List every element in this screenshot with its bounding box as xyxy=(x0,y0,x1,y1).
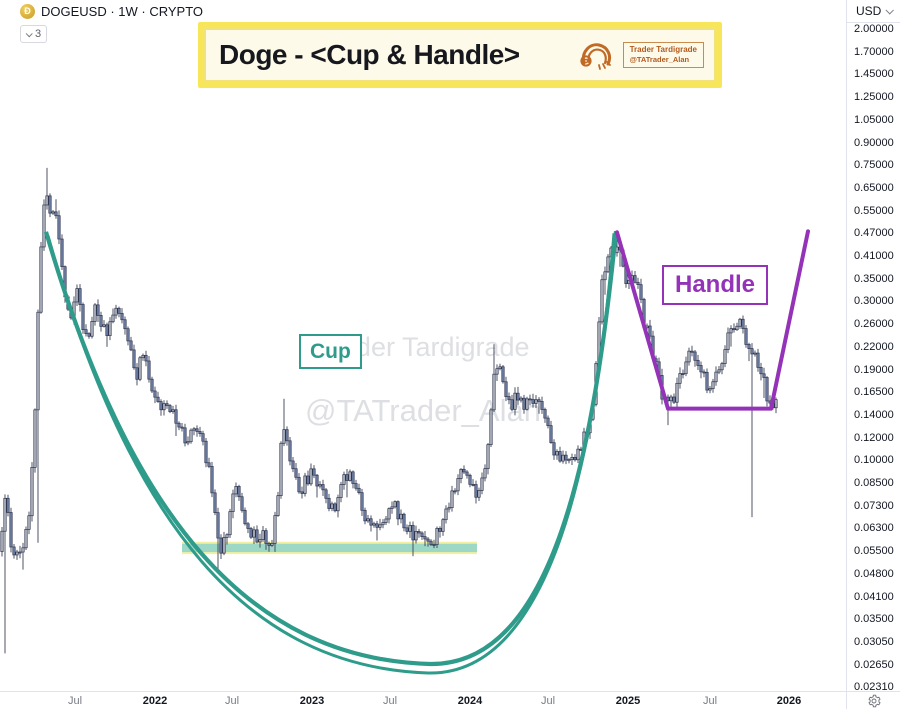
price-tick-label: 0.12000 xyxy=(854,431,894,444)
price-tick-label: 0.90000 xyxy=(854,136,894,149)
price-tick-label: 1.25000 xyxy=(854,91,894,104)
time-tick-label: 2023 xyxy=(299,695,325,707)
object-tree-collapse-button[interactable]: 3 xyxy=(20,25,48,43)
time-tick-label: Jul xyxy=(702,695,718,707)
banner-title: Doge - <Cup & Handle> xyxy=(219,39,520,70)
collapse-count: 3 xyxy=(35,28,42,40)
price-tick-label: 0.07300 xyxy=(854,499,894,512)
price-tick-label: 0.02310 xyxy=(854,681,894,694)
price-tick-label: 0.14000 xyxy=(854,408,894,421)
price-tick-label: 0.02650 xyxy=(854,658,894,671)
price-tick-label: 0.16500 xyxy=(854,386,894,399)
handle-pattern-label[interactable]: Handle xyxy=(662,265,769,305)
price-tick-label: 0.30000 xyxy=(854,295,894,308)
currency-dropdown[interactable]: USD xyxy=(847,0,900,23)
time-tick-label: Jul xyxy=(67,695,83,707)
time-tick-label: Jul xyxy=(224,695,240,707)
banner-credit-handle: @TATrader_Alan xyxy=(629,55,690,65)
price-tick-label: 2.00000 xyxy=(854,23,894,35)
price-tick-label: 0.10000 xyxy=(854,454,894,467)
price-tick-label: 0.06300 xyxy=(854,522,894,535)
price-tick-label: 0.35000 xyxy=(854,272,894,285)
price-tick-label: 0.08500 xyxy=(854,477,894,489)
candles-series[interactable] xyxy=(0,167,778,654)
price-tick-label: 0.41000 xyxy=(854,250,894,262)
price-tick-label: 0.03050 xyxy=(854,635,894,648)
cup-curve[interactable] xyxy=(43,231,619,675)
currency-label: USD xyxy=(856,4,882,18)
time-tick-label: Jul xyxy=(382,695,398,707)
price-axis[interactable]: USD 2.00000 1.70000 1.45000 1.25000 1.05000 0… xyxy=(846,0,900,694)
time-tick-label: 2025 xyxy=(615,695,641,707)
time-tick-label: 2022 xyxy=(142,695,168,707)
time-axis[interactable]: Jul 2022 Jul 2023 Jul 2024 Jul 2025 Jul 2026 xyxy=(0,691,846,709)
handle-line[interactable] xyxy=(615,229,810,411)
price-tick-label: 0.55000 xyxy=(854,204,894,217)
title-banner-inner: Doge - <Cup & Handle> Trader Tardigrade … xyxy=(204,28,716,82)
price-tick-label: 1.70000 xyxy=(854,45,894,58)
price-tick-label: 0.75000 xyxy=(854,159,894,172)
price-tick-label: 0.04800 xyxy=(854,567,894,580)
price-tick-label: 0.26000 xyxy=(854,318,894,331)
time-tick-label: 2024 xyxy=(457,695,483,707)
price-tick-label: 0.04100 xyxy=(854,590,894,603)
chevron-down-icon xyxy=(25,29,33,37)
price-tick-label: 0.65000 xyxy=(854,181,894,194)
banner-credit-name: Trader Tardigrade xyxy=(629,45,697,55)
price-tick-label: 0.47000 xyxy=(854,227,894,240)
time-tick-label: Jul xyxy=(540,695,556,707)
chart-canvas[interactable] xyxy=(0,0,846,691)
banner-credit-box: Trader Tardigrade @TATrader_Alan xyxy=(622,42,704,68)
time-tick-label: 2026 xyxy=(776,695,802,707)
chevron-down-icon xyxy=(885,6,894,15)
title-banner[interactable]: Doge - <Cup & Handle> Trader Tardigrade … xyxy=(198,22,722,88)
cup-pattern-label[interactable]: Cup xyxy=(299,334,362,369)
price-tick-label: 1.45000 xyxy=(854,68,894,81)
symbol-title: DOGEUSD · 1W · CRYPTO xyxy=(41,4,204,19)
symbol-header[interactable]: Ð DOGEUSD · 1W · CRYPTO xyxy=(20,4,203,19)
price-tick-label: 0.19000 xyxy=(854,363,894,376)
tardigrade-logo-icon xyxy=(577,39,617,71)
price-tick-label: 1.05000 xyxy=(854,113,894,126)
gear-icon[interactable] xyxy=(867,694,881,708)
axis-settings-corner[interactable] xyxy=(846,691,900,709)
doge-coin-icon: Ð xyxy=(20,4,35,19)
price-tick-label: 0.22000 xyxy=(854,340,894,353)
price-tick-label: 0.03500 xyxy=(854,613,894,626)
price-tick-label: 0.05500 xyxy=(854,545,894,558)
